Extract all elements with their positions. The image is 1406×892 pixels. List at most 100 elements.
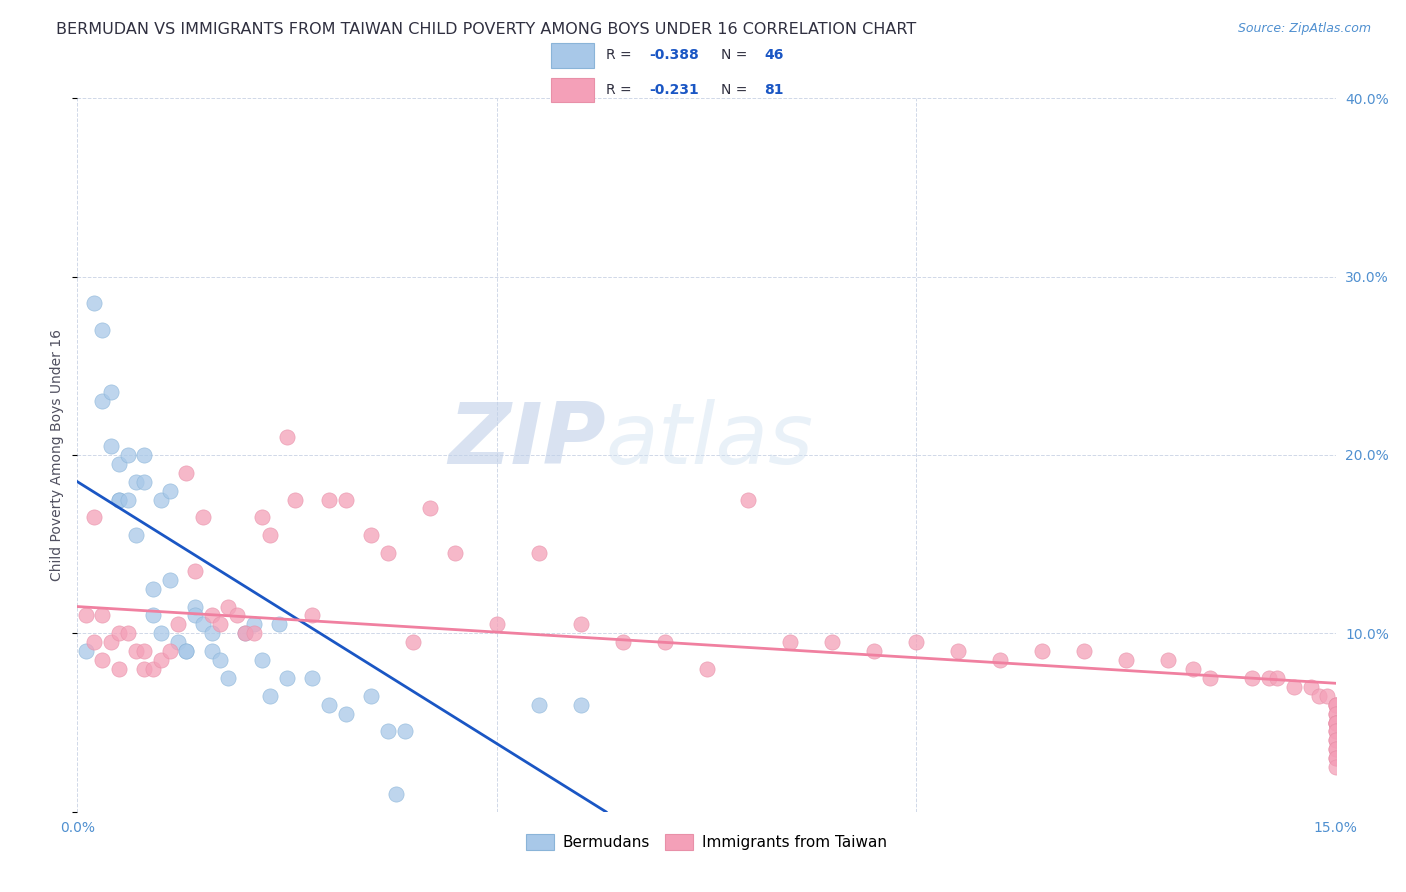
Text: BERMUDAN VS IMMIGRANTS FROM TAIWAN CHILD POVERTY AMONG BOYS UNDER 16 CORRELATION: BERMUDAN VS IMMIGRANTS FROM TAIWAN CHILD… — [56, 22, 917, 37]
Point — [988, 653, 1011, 667]
Point — [208, 653, 231, 667]
Point — [108, 457, 131, 471]
Text: R =: R = — [606, 48, 637, 62]
Point — [1324, 706, 1347, 721]
Point — [200, 644, 222, 658]
Point — [225, 608, 247, 623]
Point — [444, 546, 467, 560]
Point — [191, 510, 215, 524]
FancyBboxPatch shape — [551, 44, 593, 68]
Point — [108, 492, 131, 507]
Point — [1324, 698, 1347, 712]
Point — [301, 608, 323, 623]
Point — [1324, 715, 1347, 730]
Point — [385, 787, 408, 801]
Point — [259, 528, 281, 542]
Point — [696, 662, 718, 676]
Point — [142, 662, 165, 676]
Point — [284, 492, 307, 507]
Point — [108, 626, 131, 640]
FancyBboxPatch shape — [551, 78, 593, 103]
Point — [485, 617, 508, 632]
Text: ZIP: ZIP — [449, 399, 606, 483]
Point — [134, 475, 156, 489]
Point — [142, 582, 165, 596]
Point — [1199, 671, 1222, 685]
Point — [779, 635, 801, 649]
Point — [117, 492, 139, 507]
Point — [159, 483, 181, 498]
Point — [1324, 751, 1347, 765]
Point — [1324, 715, 1347, 730]
Point — [948, 644, 970, 658]
Point — [108, 492, 131, 507]
Point — [1324, 742, 1347, 756]
Point — [108, 662, 131, 676]
Point — [150, 626, 173, 640]
Point — [217, 671, 239, 685]
Point — [142, 608, 165, 623]
Point — [360, 689, 382, 703]
Point — [134, 448, 156, 462]
Point — [233, 626, 256, 640]
Text: R =: R = — [606, 83, 637, 97]
Point — [1324, 733, 1347, 747]
Text: N =: N = — [721, 83, 751, 97]
Text: 46: 46 — [763, 48, 783, 62]
Y-axis label: Child Poverty Among Boys Under 16: Child Poverty Among Boys Under 16 — [51, 329, 65, 581]
Point — [377, 546, 399, 560]
Point — [1182, 662, 1205, 676]
Point — [200, 608, 222, 623]
Point — [259, 689, 281, 703]
Point — [1308, 689, 1330, 703]
Text: -0.231: -0.231 — [650, 83, 699, 97]
Point — [335, 706, 357, 721]
Point — [184, 608, 207, 623]
Point — [1324, 715, 1347, 730]
Point — [569, 617, 592, 632]
Point — [91, 653, 114, 667]
Point — [377, 724, 399, 739]
Point — [276, 430, 298, 444]
Point — [167, 617, 190, 632]
Point — [1299, 680, 1322, 694]
Point — [335, 492, 357, 507]
Point — [1257, 671, 1279, 685]
Point — [1157, 653, 1180, 667]
Point — [250, 653, 273, 667]
Point — [125, 528, 148, 542]
Point — [134, 644, 156, 658]
Point — [527, 546, 550, 560]
Point — [1324, 724, 1347, 739]
Point — [75, 608, 97, 623]
Point — [1324, 742, 1347, 756]
Point — [267, 617, 290, 632]
Point — [276, 671, 298, 685]
Point — [863, 644, 886, 658]
Point — [176, 466, 198, 480]
Point — [200, 626, 222, 640]
Point — [737, 492, 759, 507]
Point — [360, 528, 382, 542]
Point — [654, 635, 676, 649]
Point — [1324, 698, 1347, 712]
Point — [1115, 653, 1137, 667]
Point — [150, 492, 173, 507]
Point — [1316, 689, 1339, 703]
Point — [569, 698, 592, 712]
Point — [184, 564, 207, 578]
Point — [1324, 724, 1347, 739]
Point — [91, 323, 114, 337]
Legend: Bermudans, Immigrants from Taiwan: Bermudans, Immigrants from Taiwan — [519, 826, 894, 857]
Point — [83, 510, 105, 524]
Point — [1324, 706, 1347, 721]
Point — [150, 653, 173, 667]
Text: Source: ZipAtlas.com: Source: ZipAtlas.com — [1237, 22, 1371, 36]
Text: atlas: atlas — [606, 399, 814, 483]
Point — [125, 475, 148, 489]
Point — [100, 635, 122, 649]
Point — [176, 644, 198, 658]
Point — [117, 626, 139, 640]
Point — [318, 492, 340, 507]
Point — [100, 385, 122, 400]
